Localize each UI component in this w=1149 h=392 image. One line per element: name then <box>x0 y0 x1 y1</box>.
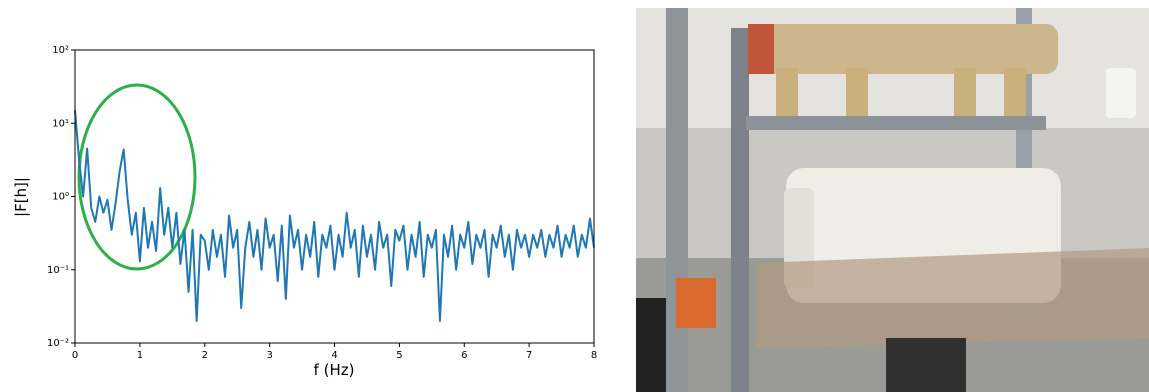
highlight-ellipse <box>77 83 197 271</box>
x-tick-label: 0 <box>72 350 78 361</box>
instrument <box>1106 68 1136 118</box>
y-tick-label: 10⁻² <box>47 338 69 349</box>
device <box>676 278 716 328</box>
pipe <box>846 68 868 116</box>
x-tick-label: 3 <box>266 350 272 361</box>
hose <box>636 298 666 392</box>
x-tick-label: 2 <box>202 350 208 361</box>
x-tick-label: 5 <box>396 350 402 361</box>
x-tick-label: 7 <box>526 350 532 361</box>
y-tick-label: 10² <box>52 45 69 56</box>
tube-cap <box>748 24 774 74</box>
data-line <box>74 110 595 322</box>
pipe <box>954 68 976 116</box>
y-axis-label: |F[h]| <box>12 177 30 217</box>
x-tick-label: 6 <box>461 350 467 361</box>
frame-post <box>731 28 749 392</box>
frame-post <box>666 8 688 392</box>
pipe <box>1004 68 1026 116</box>
y-tick-label: 10⁰ <box>52 192 69 203</box>
frame-beam <box>746 116 1046 130</box>
tube <box>748 24 1058 74</box>
x-tick-label: 1 <box>137 350 143 361</box>
pipe <box>776 68 798 116</box>
y-tick-label: 10¹ <box>52 118 69 129</box>
chart: f (Hz) |F[h]| 0 1 2 3 4 5 6 7 8 10⁻² 10⁻¹ 10⁰ 10¹ 10² <box>12 45 597 379</box>
x-tick-label: 8 <box>591 350 597 361</box>
x-tick-label: 4 <box>331 350 337 361</box>
photo <box>636 8 1149 392</box>
plot-frame <box>74 49 595 344</box>
plate <box>756 248 1149 348</box>
pipe-fitting <box>886 338 966 392</box>
y-tick-label: 10⁻¹ <box>47 265 69 276</box>
x-axis-label: f (Hz) <box>314 361 355 379</box>
